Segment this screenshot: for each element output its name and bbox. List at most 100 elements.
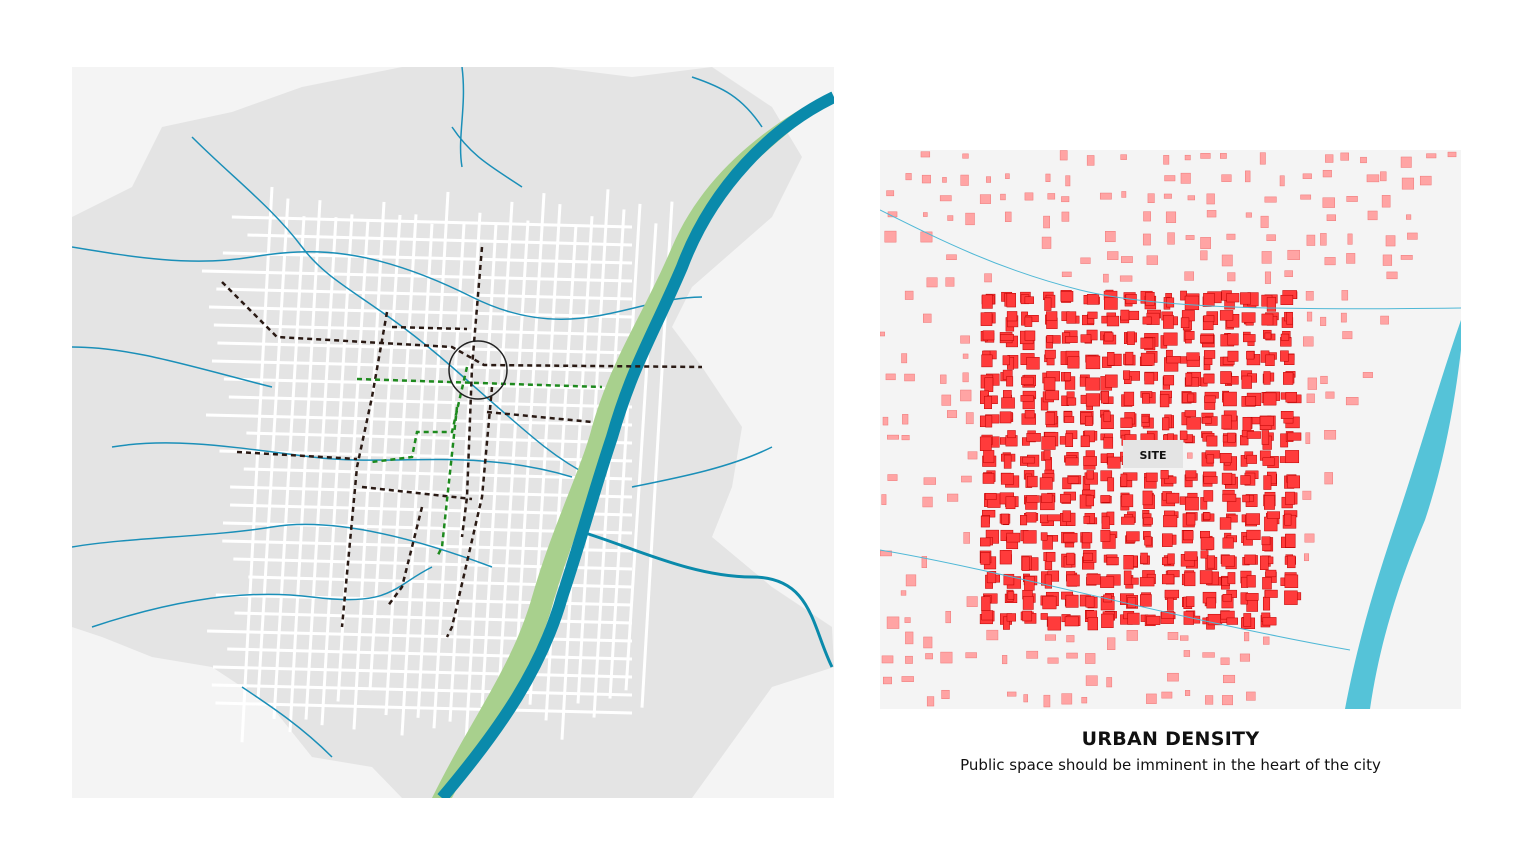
building (1324, 257, 1336, 266)
building (1184, 551, 1198, 561)
building (1226, 233, 1236, 240)
building (1205, 695, 1214, 705)
building (1262, 596, 1271, 611)
building (923, 313, 932, 323)
building (1065, 594, 1079, 608)
building (1006, 613, 1016, 622)
building (1245, 593, 1259, 601)
building (966, 596, 978, 607)
building (1206, 210, 1217, 218)
building (1026, 475, 1038, 488)
building (1400, 156, 1412, 168)
building (1107, 251, 1119, 260)
building (1447, 151, 1457, 158)
building (1042, 595, 1057, 610)
building (1386, 271, 1398, 280)
building (1187, 452, 1193, 459)
building (1304, 533, 1315, 543)
building (904, 290, 914, 300)
building (1284, 270, 1293, 277)
building (1320, 233, 1327, 246)
building (1006, 293, 1016, 308)
building (1041, 493, 1053, 503)
building (904, 617, 911, 623)
building (1302, 490, 1312, 500)
building (1183, 530, 1194, 541)
building (1244, 554, 1257, 565)
building (880, 331, 885, 337)
building (961, 475, 972, 483)
building (1187, 195, 1195, 201)
building (1120, 417, 1133, 428)
building (1085, 495, 1095, 507)
building (1200, 537, 1215, 550)
building (1043, 694, 1051, 708)
building (1123, 555, 1134, 570)
building (1342, 331, 1353, 340)
building (1382, 254, 1393, 266)
building (1161, 574, 1175, 585)
building (1322, 197, 1335, 208)
building (1185, 372, 1193, 386)
building (1206, 597, 1216, 609)
building (1166, 356, 1181, 364)
road (234, 611, 633, 625)
building (884, 230, 897, 243)
building (1166, 492, 1180, 504)
building (905, 655, 913, 664)
building (1186, 417, 1201, 430)
building (947, 493, 959, 502)
building (1261, 430, 1270, 445)
building (1186, 352, 1200, 361)
building (901, 353, 908, 364)
building (1320, 316, 1327, 326)
road (208, 305, 633, 319)
building (887, 474, 898, 481)
building (1262, 577, 1272, 590)
building (1024, 296, 1034, 304)
building (1022, 596, 1034, 610)
building (1385, 235, 1396, 247)
building (1201, 417, 1212, 424)
building (1242, 417, 1252, 432)
building (1367, 210, 1378, 221)
building (1026, 433, 1041, 442)
building (984, 377, 994, 392)
building (1085, 675, 1098, 686)
building (1302, 336, 1314, 347)
site-block (1123, 440, 1183, 468)
building (1222, 537, 1234, 549)
building (1083, 515, 1091, 524)
building (1241, 375, 1252, 389)
building (1302, 173, 1312, 179)
building (1047, 616, 1062, 631)
building (1106, 677, 1113, 688)
building (946, 254, 957, 261)
building (1243, 334, 1256, 343)
building (882, 416, 889, 426)
road (272, 216, 306, 720)
building (881, 655, 894, 664)
building (1021, 376, 1034, 385)
building (1305, 432, 1311, 444)
building (1185, 690, 1191, 696)
building (904, 373, 915, 382)
building (1140, 337, 1154, 349)
building (1244, 632, 1250, 642)
building (1180, 317, 1190, 329)
building (1006, 532, 1021, 543)
building (1185, 596, 1195, 607)
building (1246, 454, 1257, 464)
river (1345, 320, 1461, 709)
building (960, 389, 972, 402)
building (1262, 617, 1277, 626)
building (1202, 652, 1215, 658)
building (1041, 236, 1052, 249)
road (320, 214, 354, 726)
building (905, 574, 917, 587)
building (1185, 235, 1195, 240)
building (1087, 311, 1098, 319)
building (1307, 377, 1317, 390)
building (1039, 514, 1049, 524)
building (1023, 694, 1028, 703)
